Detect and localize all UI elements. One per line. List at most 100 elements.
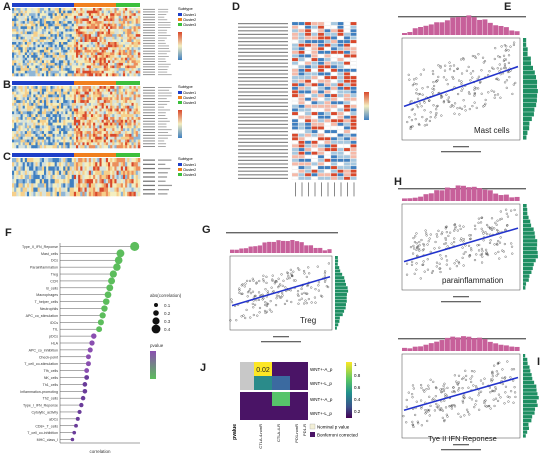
heatmap-cell	[31, 174, 34, 180]
row-label-mark	[158, 140, 165, 142]
scatter-point	[483, 60, 487, 63]
heatmap-cell	[63, 23, 66, 27]
matrix-col-label-mark	[327, 182, 329, 197]
heatmap-cell	[86, 10, 90, 14]
heatmap-cell	[67, 15, 70, 19]
heatmap-cell	[137, 8, 141, 11]
heatmap-cell	[135, 60, 139, 64]
heatmap-cell	[78, 21, 81, 24]
matrix-row-label-mark	[238, 66, 288, 68]
heatmap-cell	[71, 170, 75, 176]
heatmap-cell	[58, 122, 62, 126]
matrix-cell	[324, 54, 331, 58]
matrix-legend	[364, 92, 369, 120]
heatmap-cell	[129, 114, 132, 118]
heatmap-cell	[71, 13, 75, 17]
heatmap-cell	[135, 97, 139, 101]
heatmap-cell	[67, 55, 70, 58]
heatmap-cell	[67, 49, 70, 53]
heatmap-cell	[71, 108, 75, 112]
heatmap-cell	[86, 131, 90, 135]
heatmap-cell	[135, 145, 139, 149]
heatmap-cell	[103, 39, 107, 43]
matrix-cell	[350, 147, 357, 152]
heatmap-cell	[78, 142, 81, 146]
heatmap-cell	[120, 162, 124, 167]
heatmap-cell	[24, 174, 28, 180]
heatmap-cell	[24, 183, 28, 188]
top-histogram-bar	[412, 197, 418, 201]
heatmap-cell	[122, 52, 126, 56]
heatmap-cell	[63, 170, 66, 176]
heatmap-cell	[50, 162, 53, 167]
heatmap-cell	[105, 174, 109, 180]
heatmap-cell	[135, 88, 139, 92]
heatmap-cell	[116, 65, 119, 69]
category-label: pDCs	[49, 335, 58, 339]
heatmap-cell	[67, 158, 70, 163]
heatmap-cell	[37, 119, 41, 123]
heatmap-cell	[65, 15, 68, 19]
scatter-point	[495, 223, 498, 226]
heatmap-cell	[33, 139, 36, 143]
matrix-cell	[298, 126, 305, 130]
heatmap-cell	[122, 88, 126, 92]
scatter-point	[286, 277, 289, 280]
heatmap-cell	[78, 102, 81, 107]
scatter-point	[484, 231, 487, 234]
heatmap-cell	[71, 183, 75, 188]
heatmap-cell	[125, 10, 128, 14]
heatmap-cell	[99, 183, 102, 188]
heatmap-cell	[99, 142, 102, 146]
heatmap-cell	[20, 117, 23, 121]
matrix-cell	[343, 79, 351, 83]
heatmap-cell	[97, 49, 100, 53]
heatmap-cell	[118, 100, 122, 104]
heatmap-cell	[50, 62, 53, 66]
heatmap-cell	[125, 174, 128, 180]
scatter-point	[452, 77, 455, 80]
heatmap-cell	[41, 34, 45, 38]
heatmap-cell	[95, 174, 98, 180]
heatmap-cell	[76, 34, 79, 38]
heatmap-cell	[37, 88, 41, 92]
heatmap-cell	[118, 183, 122, 188]
heatmap-cell	[93, 158, 96, 163]
heatmap-cell	[22, 131, 26, 135]
heatmap-cell	[35, 97, 38, 101]
heatmap-cell	[112, 70, 115, 74]
scatter-point	[252, 279, 255, 282]
heatmap-cell	[69, 57, 73, 61]
matrix-cell	[291, 169, 299, 173]
heatmap-cell	[101, 26, 105, 30]
heatmap-cell	[39, 26, 43, 30]
heatmap-cell	[44, 47, 47, 51]
matrix-cell	[291, 72, 299, 76]
heatmap-cell	[93, 52, 96, 56]
heatmap-cell	[110, 111, 113, 115]
lollipop-head	[72, 430, 77, 435]
heatmap-cell	[20, 105, 23, 109]
heatmap-cell	[41, 68, 45, 72]
row-label-mark	[143, 27, 155, 29]
right-histogram-bar	[523, 373, 532, 377]
heatmap-cell	[44, 142, 47, 146]
heatmap-cell	[88, 179, 92, 184]
heatmap-cell	[48, 34, 51, 38]
row-label-mark	[143, 86, 155, 88]
heatmap-cell	[12, 128, 15, 132]
top-histogram-bar	[304, 245, 309, 253]
heatmap-cell	[39, 145, 43, 149]
matrix-cell	[304, 133, 312, 137]
scatter-point	[415, 242, 418, 245]
heatmap-cell	[90, 94, 94, 98]
heatmap-cell	[76, 108, 79, 112]
heatmap-cell	[67, 133, 70, 138]
scatter-point	[316, 265, 319, 268]
heatmap-cell	[18, 128, 21, 132]
heatmap-cell	[137, 10, 141, 14]
heatmap-cell	[41, 133, 45, 138]
heatmap-cell	[44, 55, 47, 58]
heatmap-cell	[67, 131, 70, 135]
heatmap-cell	[39, 114, 43, 118]
